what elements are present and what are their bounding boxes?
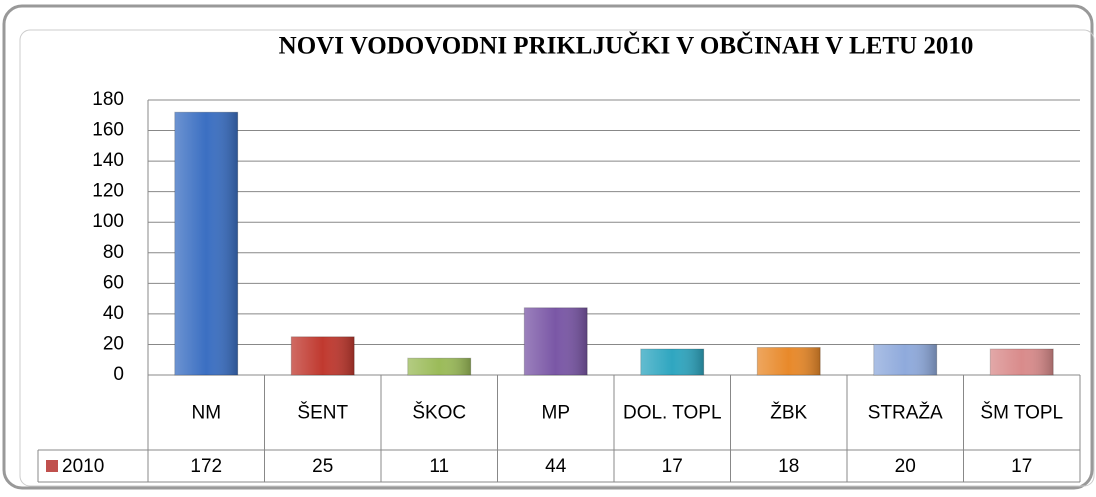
table-value: 25 xyxy=(312,456,333,477)
table-value: 11 xyxy=(429,456,449,477)
y-tick-label: 0 xyxy=(113,364,124,385)
bar-shade xyxy=(873,344,937,375)
legend-label: 2010 xyxy=(62,456,104,477)
bar-shade xyxy=(524,307,588,375)
table-value: 20 xyxy=(895,456,916,477)
y-tick-label: 60 xyxy=(103,272,124,293)
y-tick-label: 40 xyxy=(103,303,124,324)
table-value: 44 xyxy=(545,456,567,477)
x-tick-label: MP xyxy=(542,403,571,424)
table-value: 172 xyxy=(190,456,222,477)
chart-title: NOVI VODOVODNI PRIKLJUČKI V OBČINAH V LE… xyxy=(279,31,974,60)
y-tick-label: 100 xyxy=(92,211,124,232)
bar-shade xyxy=(291,336,355,375)
table-value: 18 xyxy=(778,456,799,477)
bar-shade xyxy=(640,349,704,375)
x-tick-label: ŠM TOPL xyxy=(980,402,1063,424)
table-value: 17 xyxy=(1011,456,1032,477)
x-tick-label: ŠENT xyxy=(297,402,348,424)
bar-shade xyxy=(174,112,238,375)
y-tick-label: 120 xyxy=(92,181,124,202)
y-tick-label: 20 xyxy=(103,333,124,354)
legend-swatch xyxy=(46,460,58,472)
y-tick-label: 180 xyxy=(92,89,124,110)
bar-shade xyxy=(407,358,471,375)
y-tick-label: 140 xyxy=(92,150,124,171)
x-tick-label: ŽBK xyxy=(770,402,807,424)
table-value: 17 xyxy=(662,456,683,477)
bar-shade xyxy=(990,349,1054,375)
plot-frame xyxy=(19,29,1095,487)
x-tick-label: STRAŽA xyxy=(868,402,943,424)
x-tick-label: NM xyxy=(191,403,221,424)
bar-shade xyxy=(757,347,821,375)
x-tick-label: DOL. TOPL xyxy=(623,403,722,424)
y-tick-label: 80 xyxy=(103,242,124,263)
y-tick-label: 160 xyxy=(92,120,124,141)
x-tick-label: ŠKOC xyxy=(412,402,466,424)
